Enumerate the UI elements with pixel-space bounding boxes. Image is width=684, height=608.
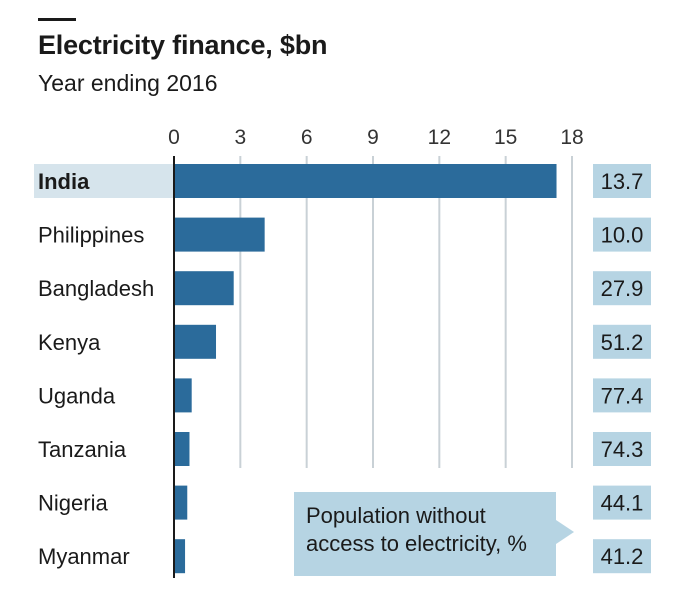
- x-tick-label: 0: [168, 126, 180, 149]
- chart-subtitle: Year ending 2016: [38, 70, 218, 96]
- population-value-box: [593, 217, 651, 252]
- top-rule: [38, 18, 76, 21]
- population-value-label: 44.1: [601, 491, 644, 516]
- population-value-label: 13.7: [601, 169, 644, 194]
- category-label: Tanzania: [38, 437, 127, 462]
- x-tick-label: 6: [301, 126, 313, 149]
- bar: [174, 271, 234, 306]
- population-value-label: 51.2: [601, 330, 644, 355]
- population-annotation-box: Population without access to electricity…: [294, 492, 556, 576]
- population-value-box: [593, 378, 651, 413]
- bar: [174, 324, 217, 359]
- bar: [174, 432, 190, 466]
- population-value-box: [593, 432, 651, 466]
- population-value-box: [593, 485, 651, 520]
- population-value-box: [593, 271, 651, 306]
- x-tick-label: 18: [560, 126, 583, 149]
- x-tick-label: 9: [367, 126, 379, 149]
- category-label: Philippines: [38, 223, 144, 248]
- population-value-label: 10.0: [601, 223, 644, 248]
- annotation-line-2: access to electricity, %: [306, 531, 527, 556]
- category-label: Kenya: [38, 330, 101, 355]
- bar: [174, 378, 192, 413]
- bar: [174, 217, 265, 252]
- bar: [174, 485, 188, 520]
- x-tick-label: 12: [428, 126, 451, 149]
- population-value-box: [593, 164, 651, 198]
- annotation-pointer-arrow: [556, 520, 574, 544]
- chart-title: Electricity finance, $bn: [38, 30, 328, 60]
- category-label: Uganda: [38, 383, 116, 408]
- category-label: Myanmar: [38, 544, 130, 569]
- category-label: India: [38, 169, 90, 194]
- category-label: Nigeria: [38, 491, 108, 516]
- bar: [174, 539, 186, 574]
- population-value-box: [593, 324, 651, 359]
- highlight-row-band: [34, 164, 174, 198]
- x-tick-label: 15: [494, 126, 517, 149]
- population-value-label: 74.3: [601, 437, 644, 462]
- category-label: Bangladesh: [38, 276, 154, 301]
- x-tick-label: 3: [234, 126, 246, 149]
- population-value-label: 77.4: [601, 383, 644, 408]
- bar: [174, 164, 557, 198]
- annotation-line-1: Population without: [306, 503, 486, 528]
- population-value-label: 41.2: [601, 544, 644, 569]
- population-value-box: [593, 539, 651, 574]
- population-value-label: 27.9: [601, 276, 644, 301]
